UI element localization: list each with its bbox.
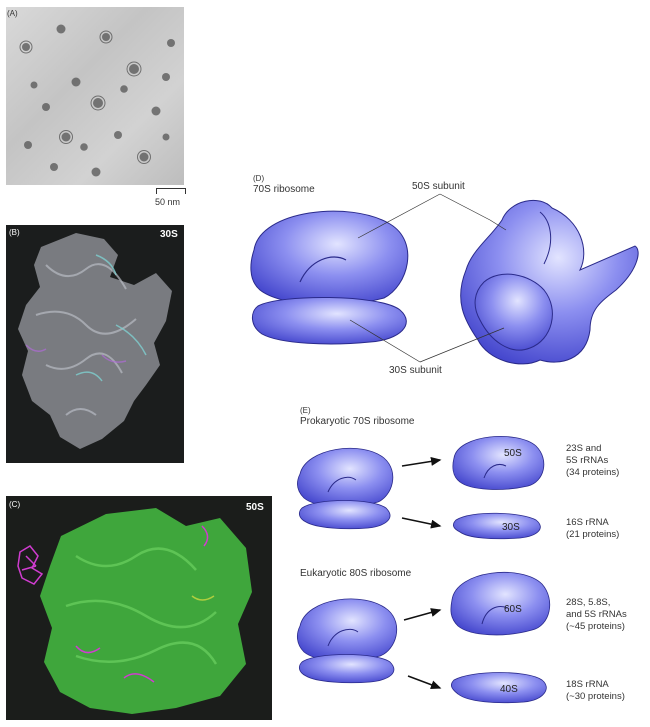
arrow-euk-large xyxy=(403,608,442,621)
pro-large-subunit xyxy=(452,436,545,490)
pro-small-unit-label: 30S xyxy=(502,522,520,533)
assembled-small-subunit xyxy=(252,296,407,345)
scale-bar-label: 50 nm xyxy=(155,197,181,207)
eukaryote-title: Eukaryotic 80S ribosome xyxy=(300,568,412,579)
euk-large-subunit xyxy=(450,571,551,636)
panel-d-title: 70S ribosome xyxy=(253,184,315,195)
eukaryote-ribosome xyxy=(296,598,397,684)
leader-lines xyxy=(349,193,507,363)
euk-small-unit-label: 40S xyxy=(500,684,518,695)
euk-large-description: 28S, 5.8S, and 5S rRNAs (~45 proteins) xyxy=(566,597,627,632)
euk-large-unit-label: 60S xyxy=(504,604,522,615)
panel-e-letter: (E) xyxy=(300,406,311,415)
micrograph-panel xyxy=(6,7,184,185)
euk-small-description: 18S rRNA (~30 proteins) xyxy=(566,679,625,702)
scale-bar xyxy=(156,188,186,194)
micrograph-particles xyxy=(19,24,175,177)
exploded-small-subunit xyxy=(474,273,553,351)
prokaryote-title: Prokaryotic 70S ribosome xyxy=(300,416,415,427)
small-subunit-structure xyxy=(18,233,172,449)
large-subunit-structure xyxy=(17,508,252,714)
assembled-large-subunit xyxy=(250,210,409,306)
pro-small-subunit xyxy=(452,512,541,540)
panel-a-letter: (A) xyxy=(7,9,18,18)
panel-b-letter: (B) xyxy=(9,228,20,237)
arrow-euk-small xyxy=(407,675,442,690)
panel-c-title: 50S xyxy=(246,502,264,513)
large-subunit-label: 50S subunit xyxy=(412,181,465,192)
ribosome-70s-diagram xyxy=(250,193,639,365)
small-subunit-label: 30S subunit xyxy=(389,365,442,376)
pro-large-description: 23S and 5S rRNAs (34 proteins) xyxy=(566,443,620,478)
pro-large-unit-label: 50S xyxy=(504,448,522,459)
panel-b-title: 30S xyxy=(160,229,178,240)
euk-small-subunit xyxy=(450,672,547,704)
arrow-pro-large xyxy=(401,456,442,467)
arrow-pro-small xyxy=(401,517,442,529)
subunit-separation-diagram: 50S 30S 60S 40S xyxy=(296,436,551,704)
pro-small-description: 16S rRNA (21 proteins) xyxy=(566,517,620,540)
prokaryote-ribosome xyxy=(296,447,394,530)
panel-d-letter: (D) xyxy=(253,174,265,183)
small-subunit-structure-panel xyxy=(6,225,184,463)
large-subunit-structure-panel xyxy=(6,496,272,720)
panel-c-letter: (C) xyxy=(9,500,21,509)
